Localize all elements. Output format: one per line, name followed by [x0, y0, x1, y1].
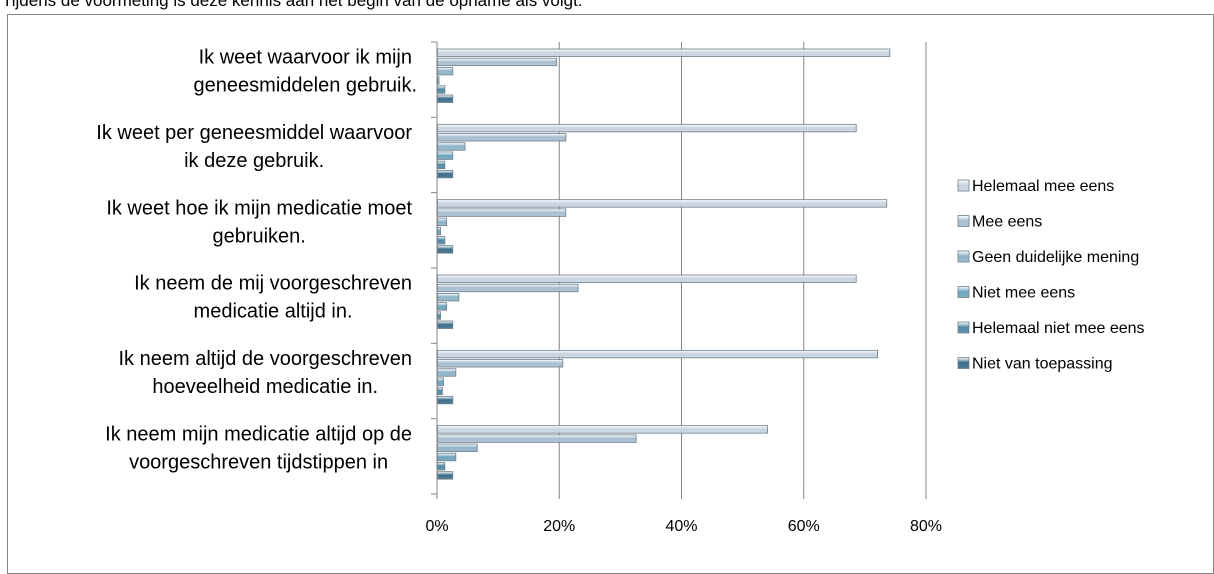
- bar: [437, 85, 446, 94]
- bar: [437, 302, 448, 311]
- bar: [437, 452, 457, 462]
- legend-label: Niet mee eens: [972, 285, 1075, 302]
- bar: [437, 359, 564, 368]
- bar: [437, 76, 440, 85]
- legend-label: Geen duidelijke mening: [972, 249, 1139, 266]
- x-tick-labels: 0% 20% 40% 60% 80%: [425, 518, 942, 535]
- bar: [437, 395, 454, 405]
- gridlines: [558, 42, 927, 494]
- bar: [437, 292, 460, 302]
- legend-swatch: [957, 357, 970, 369]
- bar: [437, 349, 879, 359]
- document-text-above: Tijdens de voormeting is deze kennis aan…: [2, 0, 583, 10]
- x-tick-label: 40%: [665, 518, 697, 535]
- legend-swatch: [957, 250, 970, 263]
- legend-swatch: [957, 179, 970, 192]
- bar: [437, 208, 567, 217]
- legend-swatch: [957, 286, 970, 298]
- bar: [437, 377, 445, 386]
- category-label: Ik neem de mij voorgeschreven medicatie a…: [134, 273, 412, 323]
- legend-swatch: [957, 215, 970, 227]
- legend-swatch: [957, 321, 970, 334]
- legend-label: Niet van toepassing: [972, 356, 1113, 373]
- bar: [437, 236, 446, 245]
- bar: [437, 160, 446, 170]
- bar: [437, 274, 857, 283]
- bar: [437, 245, 454, 254]
- bar: [437, 311, 441, 320]
- x-tick-label: 80%: [910, 518, 942, 535]
- bar: [437, 142, 466, 151]
- bar: [437, 425, 768, 434]
- bar: [437, 283, 579, 293]
- bar: [437, 151, 454, 160]
- bar: [437, 48, 891, 57]
- category-labels: Ik weet waarvoor ik mijn geneesmiddelen g…: [96, 47, 417, 474]
- axis: [431, 41, 927, 499]
- bar: [437, 67, 454, 76]
- category-label: Ik neem mijn medicatie altijd op de voorg…: [105, 423, 412, 473]
- bar: [437, 443, 478, 452]
- bar: [437, 434, 637, 443]
- bar: [437, 199, 888, 208]
- bar: [437, 320, 454, 329]
- bar: [437, 123, 857, 133]
- bar: [437, 226, 441, 236]
- x-tick-label: 60%: [788, 518, 820, 535]
- category-label: Ik weet per geneesmiddel waarvoor ik deze…: [96, 122, 412, 172]
- bar: [437, 217, 448, 226]
- bar: [437, 169, 454, 179]
- bars: [437, 48, 891, 480]
- x-tick-label: 0%: [425, 518, 448, 535]
- chart-frame: [7, 14, 1214, 574]
- bar: [437, 94, 454, 103]
- category-label: Ik weet waarvoor ik mijn geneesmiddelen g…: [194, 47, 418, 97]
- bar: [437, 57, 558, 67]
- x-tick-label: 20%: [543, 518, 575, 535]
- bar: [437, 368, 457, 377]
- category-label: Ik neem altijd de voorgeschreven hoeveelh…: [119, 348, 413, 398]
- category-label: Ik weet hoe ik mijn medicatie moet gebrui…: [106, 197, 412, 247]
- bar: [437, 471, 454, 480]
- legend-label: Helemaal niet mee eens: [972, 320, 1145, 337]
- bar: [437, 386, 443, 396]
- bar: [437, 462, 446, 471]
- legend-label: Mee eens: [972, 214, 1042, 231]
- legend: Helemaal mee eens Mee eens Geen duidelijke…: [957, 178, 1145, 373]
- bar: [437, 133, 567, 142]
- legend-label: Helemaal mee eens: [972, 178, 1114, 195]
